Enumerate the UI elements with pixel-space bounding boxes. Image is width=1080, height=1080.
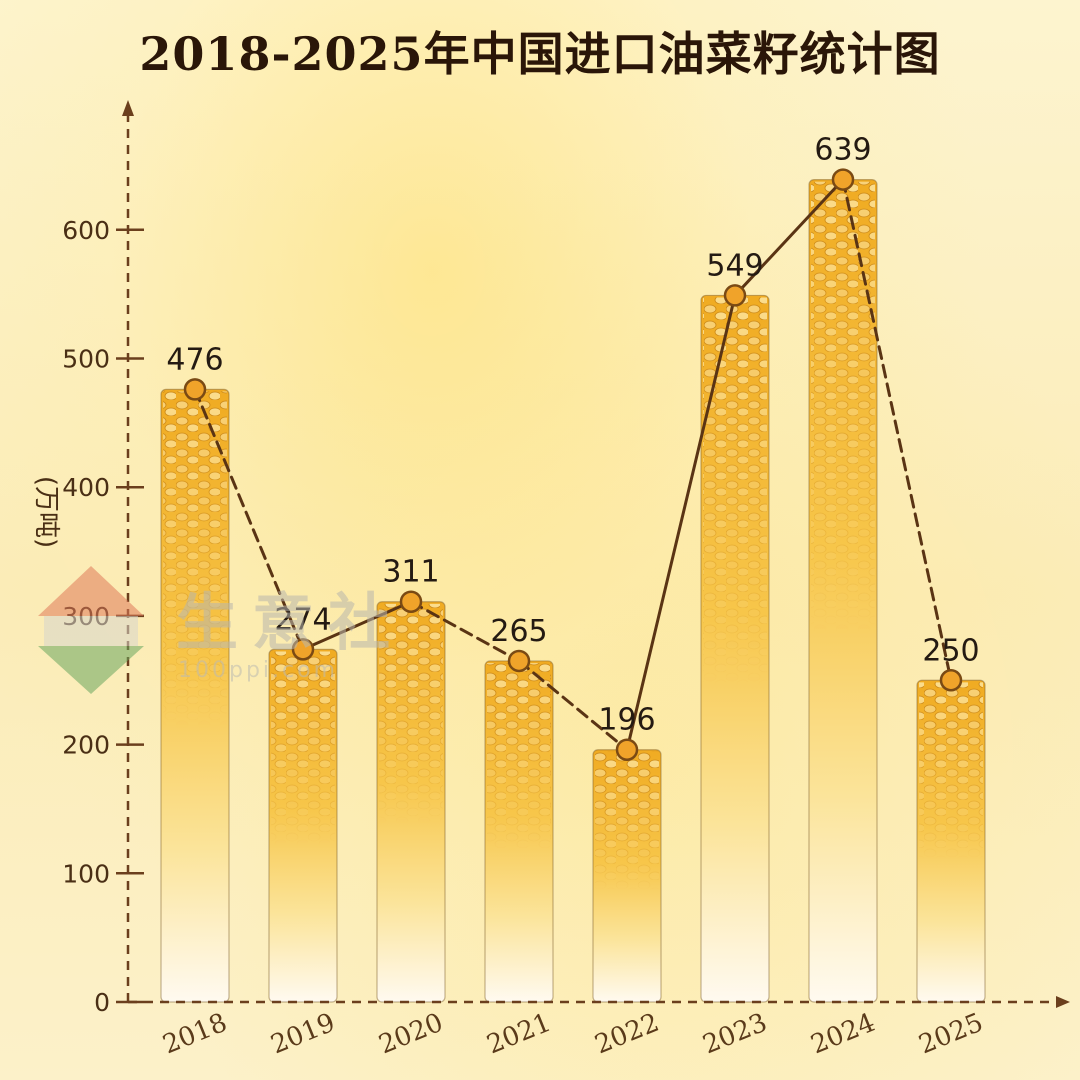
data-point (939, 669, 963, 692)
data-point (399, 590, 423, 613)
bar-seeds (271, 651, 335, 846)
y-axis-title: (万吨) (31, 476, 61, 548)
x-axis-arrow-icon (1056, 996, 1070, 1008)
y-tick-label: 500 (62, 345, 110, 374)
x-tick-label: 2020 (375, 1008, 448, 1061)
trend-segment (517, 659, 629, 752)
bar-2018 (160, 388, 230, 1003)
bar-2024 (808, 179, 878, 1003)
data-label: 196 (598, 703, 655, 738)
bar-2021 (484, 660, 554, 1003)
data-point (507, 649, 531, 673)
bar-2019 (268, 648, 338, 1003)
y-axis-arrow-icon (122, 100, 134, 116)
x-tick-label: 2018 (159, 1008, 232, 1061)
chart-title: 2018-2025年中国进口油菜籽统计图 (139, 27, 941, 81)
bar-2023 (700, 294, 770, 1003)
trend-segment (841, 178, 953, 682)
data-labels: 476 274 311 265 196 549 639 250 (166, 133, 979, 738)
y-tick-label: 600 (62, 216, 110, 245)
bars (160, 179, 986, 1003)
x-tick-label: 2023 (699, 1008, 772, 1061)
data-label: 549 (706, 248, 763, 283)
bar-seeds (487, 662, 551, 851)
x-tick-label: 2019 (267, 1008, 340, 1061)
trend-segment (409, 600, 521, 663)
data-label: 476 (166, 342, 223, 377)
y-tick-label: 100 (62, 859, 110, 888)
y-tick-label: 200 (62, 731, 110, 760)
data-label: 265 (490, 614, 547, 649)
bar-seeds (919, 682, 983, 860)
bar-2022 (592, 749, 662, 1003)
trend-segment (625, 293, 737, 752)
trend-segment (733, 178, 845, 297)
bar-seeds (703, 297, 767, 687)
data-point (723, 284, 747, 307)
data-label: 311 (382, 555, 439, 590)
bar-seeds (379, 603, 443, 824)
bar-2020 (376, 601, 446, 1003)
trend-segment (301, 600, 413, 651)
data-label: 250 (922, 633, 979, 668)
data-point (183, 378, 207, 401)
data-label: 639 (814, 133, 871, 168)
bar-seeds (163, 391, 227, 729)
x-tick-label: 2022 (591, 1008, 664, 1061)
y-axis-title-group: (万吨) (31, 476, 61, 548)
y-tick-label: 300 (62, 602, 110, 631)
trend-line (183, 168, 963, 761)
x-tick-label: 2025 (915, 1008, 988, 1061)
bar-seeds (811, 181, 875, 634)
y-tick-label: 0 (94, 988, 110, 1017)
data-point (291, 638, 315, 661)
data-label: 274 (274, 602, 331, 637)
bar-seeds (595, 751, 659, 891)
bar-2025 (916, 679, 986, 1003)
trend-segment (193, 387, 305, 651)
x-tick-label: 2021 (483, 1008, 556, 1061)
x-tick-label: 2024 (807, 1008, 880, 1061)
y-tick-label: 400 (62, 473, 110, 502)
data-point (831, 168, 855, 191)
data-point (615, 738, 639, 761)
